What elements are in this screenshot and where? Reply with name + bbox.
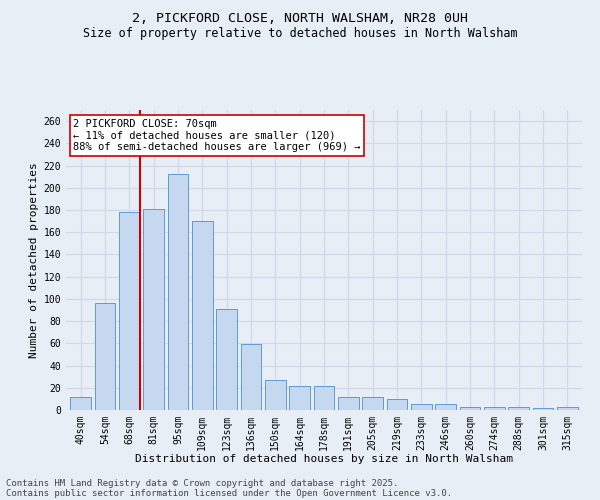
Text: 2, PICKFORD CLOSE, NORTH WALSHAM, NR28 0UH: 2, PICKFORD CLOSE, NORTH WALSHAM, NR28 0… bbox=[132, 12, 468, 26]
Bar bbox=[167, 174, 188, 410]
Bar bbox=[265, 380, 286, 410]
Bar bbox=[119, 212, 140, 410]
Bar bbox=[241, 344, 262, 410]
Bar bbox=[95, 304, 115, 410]
Bar bbox=[411, 404, 432, 410]
Text: 2 PICKFORD CLOSE: 70sqm
← 11% of detached houses are smaller (120)
88% of semi-d: 2 PICKFORD CLOSE: 70sqm ← 11% of detache… bbox=[73, 119, 361, 152]
Bar bbox=[289, 386, 310, 410]
Bar bbox=[314, 386, 334, 410]
Bar bbox=[70, 396, 91, 410]
X-axis label: Distribution of detached houses by size in North Walsham: Distribution of detached houses by size … bbox=[135, 454, 513, 464]
Bar bbox=[533, 408, 553, 410]
Bar bbox=[557, 406, 578, 410]
Y-axis label: Number of detached properties: Number of detached properties bbox=[29, 162, 40, 358]
Bar bbox=[436, 404, 456, 410]
Bar bbox=[484, 406, 505, 410]
Bar bbox=[508, 406, 529, 410]
Bar bbox=[192, 221, 212, 410]
Text: Size of property relative to detached houses in North Walsham: Size of property relative to detached ho… bbox=[83, 28, 517, 40]
Bar bbox=[460, 406, 481, 410]
Bar bbox=[386, 399, 407, 410]
Text: Contains public sector information licensed under the Open Government Licence v3: Contains public sector information licen… bbox=[6, 488, 452, 498]
Bar bbox=[338, 396, 359, 410]
Text: Contains HM Land Registry data © Crown copyright and database right 2025.: Contains HM Land Registry data © Crown c… bbox=[6, 478, 398, 488]
Bar bbox=[216, 309, 237, 410]
Bar bbox=[362, 396, 383, 410]
Bar bbox=[143, 209, 164, 410]
